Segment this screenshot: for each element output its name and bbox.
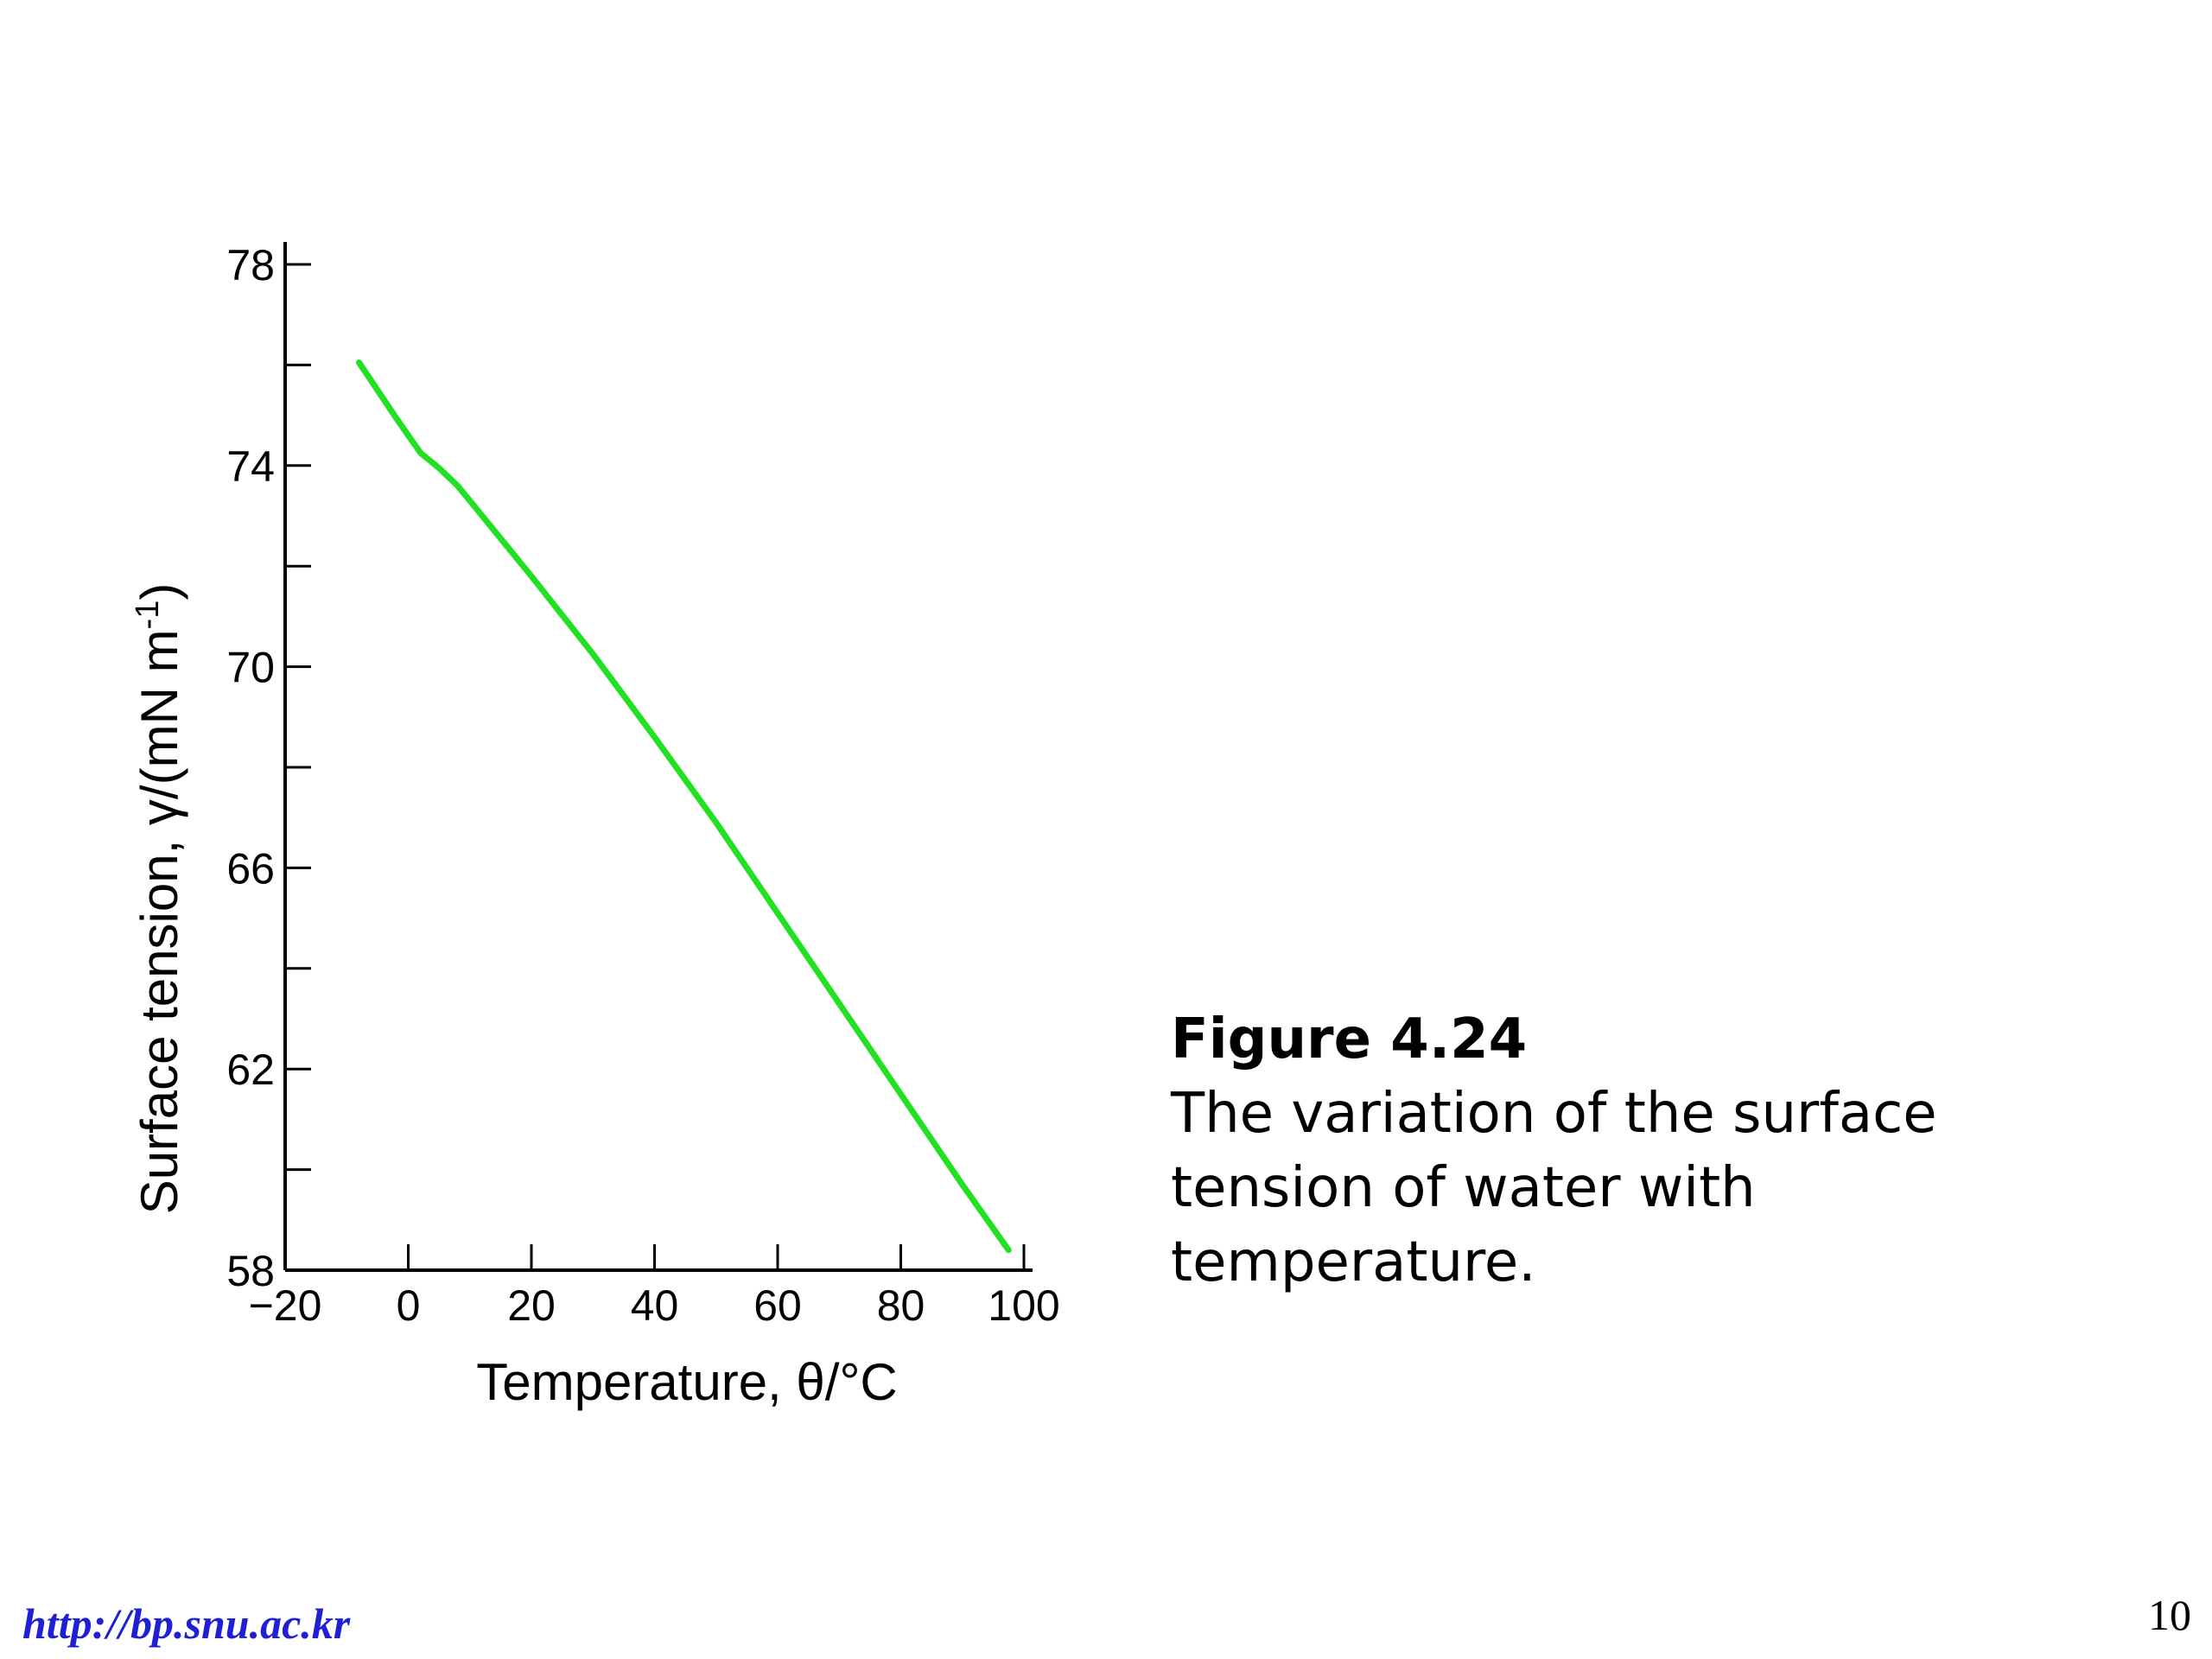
- figure-caption: Figure 4.24 The variation of the surface…: [1171, 1002, 2078, 1300]
- caption-line-1: The variation of the surface: [1171, 1082, 1937, 1146]
- y-axis-title-superscript: -1: [130, 601, 166, 630]
- x-tick-label: 80: [877, 1281, 925, 1330]
- x-tick-label: 60: [753, 1281, 802, 1330]
- x-tick-label: 100: [988, 1281, 1059, 1330]
- y-tick-label: 66: [226, 844, 275, 893]
- x-tick-label: 0: [397, 1281, 421, 1330]
- caption-line-2: tension of water with: [1171, 1156, 1756, 1220]
- y-tick-label: 70: [226, 644, 275, 692]
- x-axis-title: Temperature, θ/°C: [476, 1353, 898, 1411]
- caption-heading: Figure 4.24: [1171, 1007, 1528, 1071]
- y-axis-title: Surface tension, γ/(mN m-1): [130, 583, 188, 1215]
- caption-line-3: temperature.: [1171, 1230, 1536, 1294]
- x-tick-label: 20: [507, 1281, 556, 1330]
- surface-tension-line: [356, 359, 1012, 1254]
- plot-area: 58 62 66 70 74 78 −20 0 20 40 60 80 100: [226, 241, 1059, 1330]
- y-tick-label: 58: [226, 1247, 275, 1295]
- page-number: 10: [2148, 1591, 2191, 1639]
- x-tick-label: 40: [631, 1281, 679, 1330]
- y-axis-title-close: ): [130, 583, 188, 601]
- y-tick-label: 74: [226, 442, 275, 491]
- y-tick-label: 62: [226, 1046, 275, 1094]
- x-tick-label: −20: [249, 1281, 322, 1330]
- y-axis-title-main: Surface tension, γ/(mN m: [130, 629, 188, 1214]
- y-tick-label: 78: [226, 241, 275, 289]
- footer-url-link[interactable]: http://bp.snu.ac.kr: [22, 1599, 351, 1648]
